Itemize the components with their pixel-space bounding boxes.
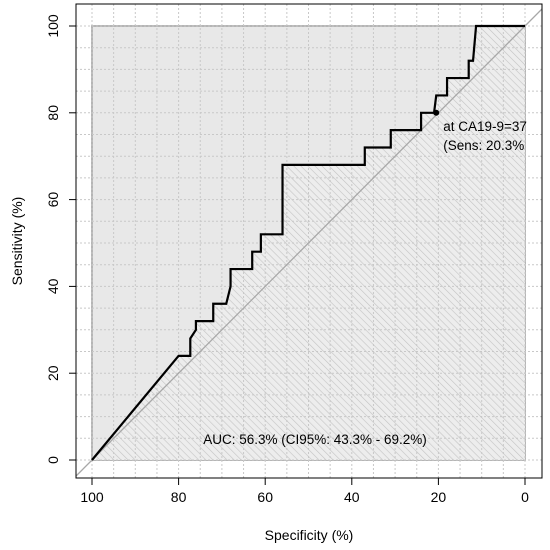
best-point-label-line1: at CA19-9=37 [443, 119, 527, 134]
y-axis-label: Sensitivity (%) [9, 197, 25, 286]
y-tick-label: 20 [45, 365, 61, 381]
auc-annotation: AUC: 56.3% (CI95%: 43.3% - 69.2%) [203, 432, 427, 447]
diagonal-reference-line [76, 8, 542, 477]
y-tick-label: 40 [45, 278, 61, 294]
x-tick-label: 60 [257, 489, 273, 505]
x-axis-label: Specificity (%) [265, 527, 354, 543]
x-tick-label: 20 [431, 489, 447, 505]
best-point-label-line2: (Sens: 20.3% [443, 138, 524, 153]
x-tick-label: 80 [171, 489, 187, 505]
plot-frame [75, 3, 543, 479]
y-tick-label: 80 [45, 105, 61, 121]
roc-curve-line [91, 24, 525, 461]
x-tick-label: 0 [521, 489, 529, 505]
best-threshold-point [433, 109, 440, 116]
x-tick-label: 40 [344, 489, 360, 505]
y-tick-label: 0 [45, 456, 61, 464]
y-tick-label: 60 [45, 192, 61, 208]
y-tick-label: 100 [45, 14, 61, 38]
x-tick-label: 100 [80, 489, 104, 505]
